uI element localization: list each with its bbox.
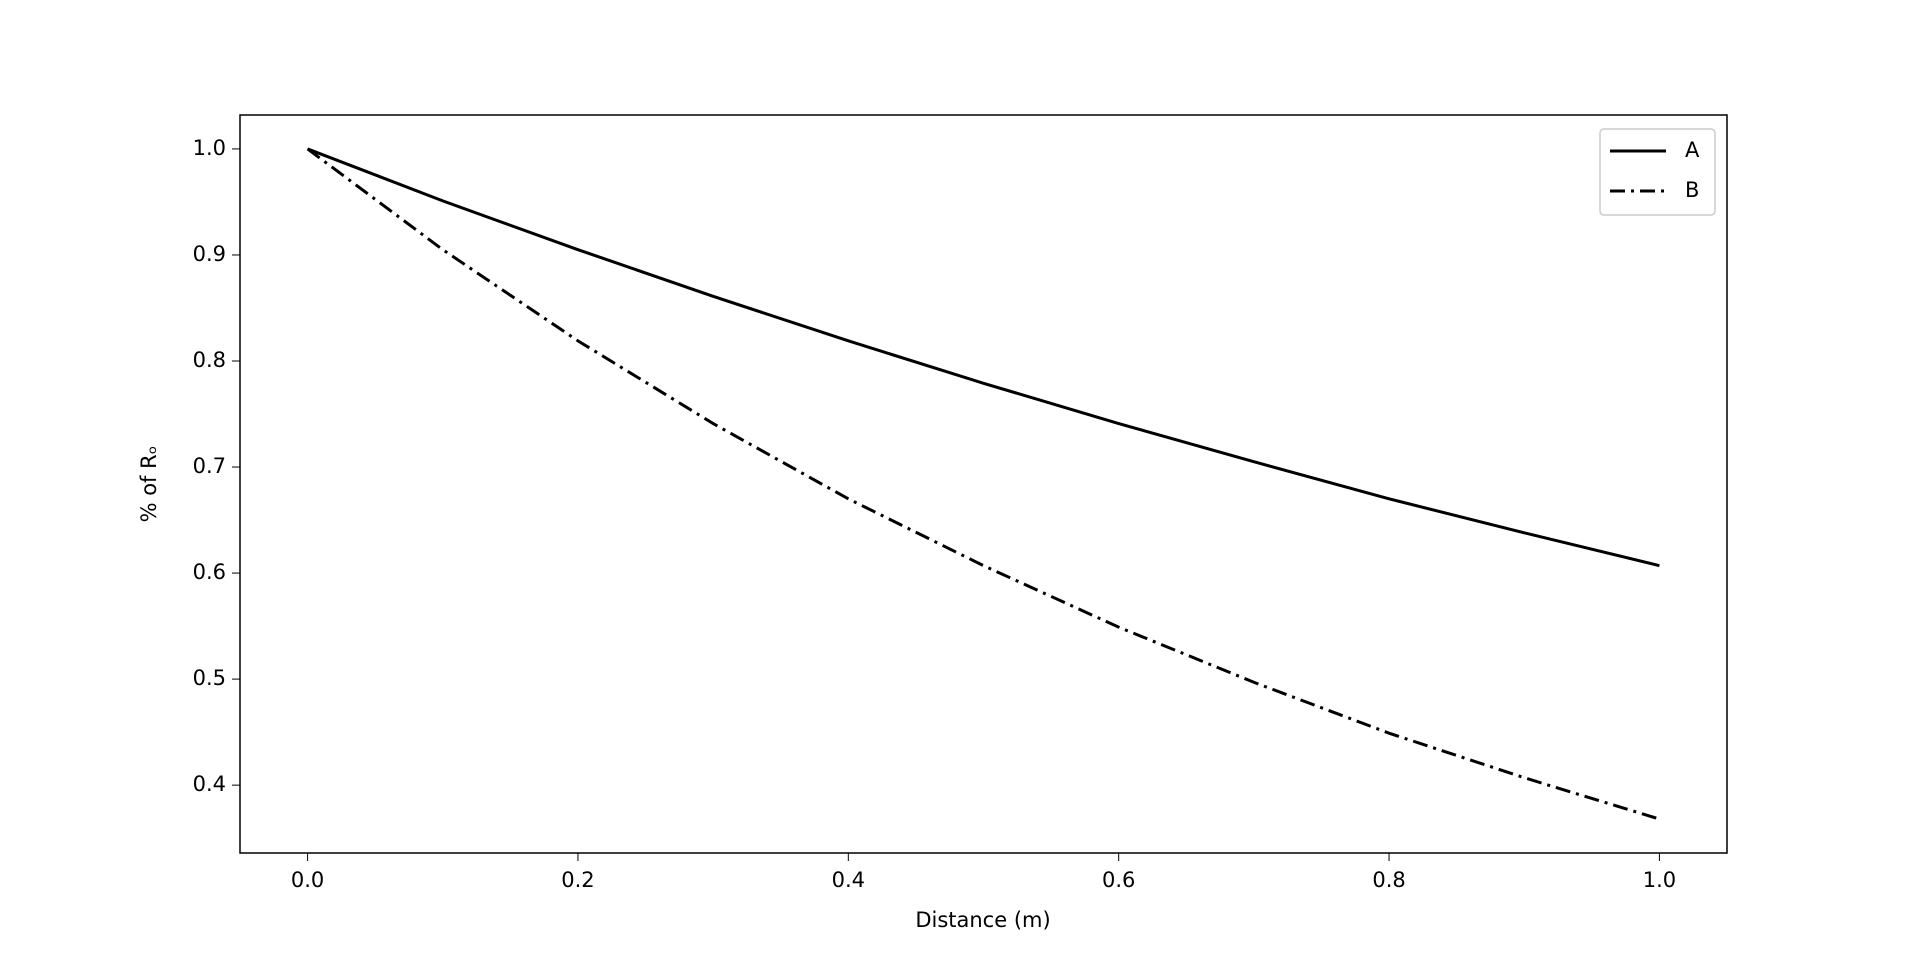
x-axis-label: Distance (m) bbox=[915, 908, 1050, 932]
y-tick-label: 0.9 bbox=[193, 242, 226, 266]
legend-label: B bbox=[1685, 178, 1699, 202]
x-tick-label: 0.0 bbox=[291, 868, 324, 892]
x-tick-label: 0.8 bbox=[1372, 868, 1405, 892]
x-tick-label: 0.4 bbox=[832, 868, 865, 892]
legend-label: A bbox=[1685, 138, 1700, 162]
x-tick-label: 0.2 bbox=[561, 868, 594, 892]
y-tick-label: 0.5 bbox=[193, 666, 226, 690]
x-tick-label: 1.0 bbox=[1643, 868, 1676, 892]
y-tick-label: 0.7 bbox=[193, 454, 226, 478]
y-tick-label: 1.0 bbox=[193, 136, 226, 160]
y-tick-label: 0.8 bbox=[193, 348, 226, 372]
line-series bbox=[306, 147, 1660, 821]
y-tick-label: 0.6 bbox=[193, 560, 226, 584]
x-tick-label: 0.6 bbox=[1102, 868, 1135, 892]
line-series bbox=[307, 147, 1660, 568]
y-tick-label: 0.4 bbox=[193, 772, 226, 796]
plot-frame bbox=[239, 114, 1728, 854]
y-axis-label: % of Rₒ bbox=[137, 446, 161, 523]
